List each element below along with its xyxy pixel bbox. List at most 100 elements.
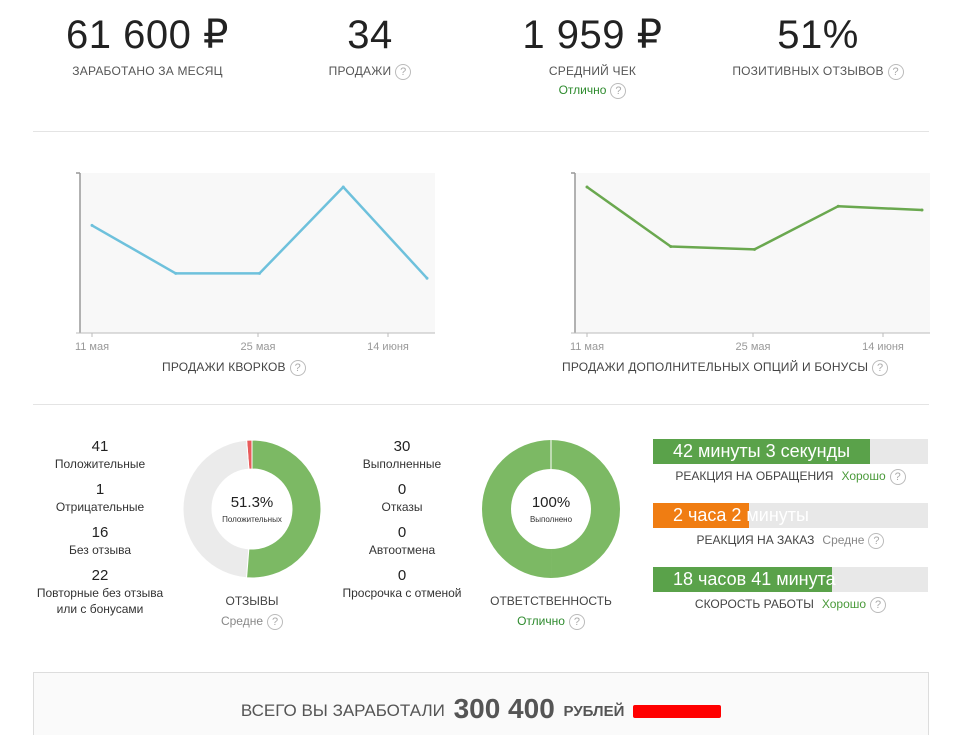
rating-text: Средне [220,614,264,629]
data-point [341,185,345,189]
data-point [425,276,429,280]
divider [33,404,929,405]
x-tick-label: 25 мая [736,341,771,353]
stat-sales: 34 ПРОДАЖИ? [300,10,440,80]
total-amount: 300 400 [453,693,555,724]
help-icon[interactable]: ? [887,64,904,80]
data-point [920,208,924,212]
chart-title: ПРОДАЖИ КВОРКОВ [162,360,286,375]
count-label: Без отзыва [68,543,132,557]
donut-segment-positive [246,439,322,579]
count-number: 1 [95,481,105,498]
reviews-caption: ОТЗЫВЫ [225,594,279,608]
bar-caption: СКОРОСТЬ РАБОТЫ Хорошо? [653,597,928,613]
x-tick-label: 11 мая [75,341,109,353]
reviews-counts: 41 Положительные 1 Отрицательные 16 Без … [30,438,170,626]
count-number: 30 [393,438,411,455]
count-number: 16 [91,524,109,541]
count-item: 30 Выполненные [332,438,472,472]
help-icon[interactable]: ? [872,360,889,376]
data-point [258,271,261,275]
stat-value: 34 [347,13,393,57]
stat-rating-text: Отлично [558,83,607,98]
total-earned-text: ВСЕГО ВЫ ЗАРАБОТАЛИ 300 400 РУБЛЕЙ [34,693,928,725]
bar-response-messages: 42 минуты 3 секунды РЕАКЦИЯ НА ОБРАЩЕНИЯ… [653,439,928,485]
bar-response-order: 2 часа 2 минуты РЕАКЦИЯ НА ЗАКАЗ Средне? [653,503,928,549]
count-number: 0 [397,567,407,584]
stat-positive-reviews: 51% ПОЗИТИВНЫХ ОТЗЫВОВ? [728,10,908,80]
reviews-rating: Средне? [182,614,322,630]
count-item: 22 Повторные без отзыва или с бонусами [30,567,170,617]
bar-track: 18 часов 41 минута [653,567,928,592]
bar-value: 18 часов 41 минута [673,569,836,589]
data-point [836,204,840,208]
help-icon[interactable]: ? [267,614,284,630]
chart-options-sales-caption: ПРОДАЖИ ДОПОЛНИТЕЛЬНЫХ ОПЦИЙ И БОНУСЫ? [562,360,889,376]
stat-value: 61 600 ₽ [66,13,229,57]
rating-text: Отлично [517,614,565,629]
x-tick-label: 25 мая [241,341,276,353]
count-number: 41 [91,438,109,455]
donut-percent: 100% [532,494,570,511]
stat-label: ЗАРАБОТАНО ЗА МЕСЯЦ [72,64,223,78]
help-icon[interactable]: ? [889,469,906,485]
data-point [585,185,589,189]
chart-kwork-sales-caption: ПРОДАЖИ КВОРКОВ? [162,360,306,376]
orders-donut-svg: 100% Выполнено [481,440,621,578]
data-point [753,247,756,251]
x-tick-label: 11 мая [570,341,604,353]
stats-row: 61 600 ₽ ЗАРАБОТАНО ЗА МЕСЯЦ 34 ПРОДАЖИ?… [0,0,958,110]
plot-area [575,173,930,333]
help-icon[interactable]: ? [870,597,887,613]
orders-counts: 30 Выполненные 0 Отказы 0 Автоотмена 0 П… [332,438,472,610]
count-label: Повторные без отзыва или с бонусами [36,586,164,616]
help-icon[interactable]: ? [568,614,585,630]
bar-track: 2 часа 2 минуты [653,503,928,528]
donut-label: Положительных [222,515,282,524]
x-tick-label: 14 июня [367,341,409,353]
bar-fill [653,503,750,528]
help-icon[interactable]: ? [289,360,306,376]
chart-title: ПРОДАЖИ ДОПОЛНИТЕЛЬНЫХ ОПЦИЙ И БОНУСЫ [562,360,869,375]
stat-average-check: 1 959 ₽ СРЕДНИЙ ЧЕК Отлично? [505,10,680,99]
orders-rating: Отлично? [481,614,621,630]
bar-work-speed: 18 часов 41 минута СКОРОСТЬ РАБОТЫ Хорошо… [653,567,928,613]
bar-value: 42 минуты 3 секунды [673,441,851,461]
total-prefix: ВСЕГО ВЫ ЗАРАБОТАЛИ [240,701,445,720]
count-label: Автоотмена [368,543,436,557]
bar-caption-text: РЕАКЦИЯ НА ОБРАЩЕНИЯ [675,469,834,484]
count-item: 0 Просрочка с отменой [332,567,472,601]
count-number: 22 [91,567,109,584]
x-tick-label: 14 июня [862,341,904,353]
count-item: 41 Положительные [30,438,170,472]
bar-rating: Хорошо [821,597,867,612]
stat-rating: Отлично? [505,83,680,99]
help-icon[interactable]: ? [610,83,627,99]
stat-label: СРЕДНИЙ ЧЕК [548,64,637,78]
count-label: Отрицательные [55,500,145,514]
count-label: Отказы [381,500,423,514]
total-unit: РУБЛЕЙ [563,703,625,720]
reviews-donut: 51.3% Положительных [182,439,322,584]
bar-value: 2 часа 2 минуты [673,505,809,525]
help-icon[interactable]: ? [868,533,885,549]
count-label: Выполненные [362,457,442,471]
bar-caption: РЕАКЦИЯ НА ЗАКАЗ Средне? [653,533,928,549]
stat-earned-month: 61 600 ₽ ЗАРАБОТАНО ЗА МЕСЯЦ [60,10,235,78]
count-item: 16 Без отзыва [30,524,170,558]
stat-label-text: ПОЗИТИВНЫХ ОТЗЫВОВ [732,64,884,79]
donut-segment-none [182,439,250,579]
bar-fill [653,439,871,464]
count-item: 1 Отрицательные [30,481,170,515]
bar-rating: Средне [822,533,865,548]
stat-label-text: ПРОДАЖИ [328,64,392,79]
count-label: Просрочка с отменой [342,586,462,600]
help-icon[interactable]: ? [395,64,412,80]
stat-label: ПОЗИТИВНЫХ ОТЗЫВОВ? [728,64,908,80]
plot-area [80,173,435,333]
data-point [669,245,673,249]
reviews-donut-svg: 51.3% Положительных [182,439,322,579]
count-number: 0 [397,524,407,541]
chart-options-sales-svg: 11 мая 25 мая 14 июня [570,172,930,353]
stat-label: ПРОДАЖИ? [300,64,440,80]
